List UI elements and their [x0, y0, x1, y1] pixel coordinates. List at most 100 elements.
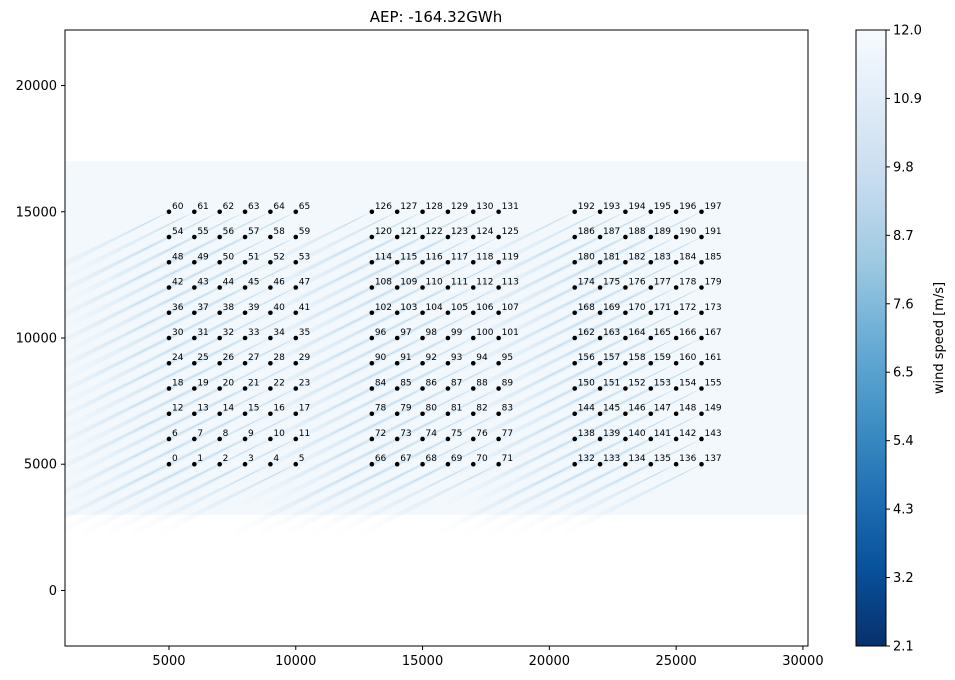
turbine-wake [333, 464, 474, 539]
turbine-label: 144 [578, 404, 595, 414]
turbine-marker [242, 436, 248, 442]
turbine-marker [242, 234, 248, 240]
turbine-label: 12 [172, 404, 183, 414]
turbine-label: 11 [299, 429, 310, 439]
turbine-marker [648, 310, 654, 316]
turbine-label: 33 [248, 328, 259, 338]
turbine-wake [510, 211, 651, 286]
turbine-label: 165 [654, 328, 671, 338]
turbine-label: 162 [578, 328, 595, 338]
turbine-marker [394, 335, 400, 341]
turbine-label: 125 [502, 227, 519, 237]
turbine-marker [394, 209, 400, 215]
turbine-wake [358, 211, 499, 286]
turbine-marker [268, 411, 273, 417]
turbine-label: 110 [426, 278, 443, 288]
turbine-marker [242, 411, 248, 417]
turbine-label: 32 [223, 328, 234, 338]
turbine-marker [470, 360, 476, 366]
turbine-label: 116 [426, 252, 443, 262]
turbine-marker [369, 386, 375, 391]
turbine-marker [369, 436, 375, 442]
turbine-marker [192, 234, 197, 240]
turbine-label: 108 [375, 278, 392, 288]
turbine-marker [572, 386, 578, 391]
turbine-marker [369, 310, 375, 316]
turbine-wake [434, 211, 575, 286]
x-tick-label: 15000 [402, 654, 443, 669]
turbine-marker [420, 310, 425, 316]
turbine-wake [536, 312, 677, 387]
turbine-label: 9 [248, 429, 254, 439]
turbine-label: 26 [223, 353, 235, 363]
turbine-wake [561, 287, 702, 362]
turbine-label: 120 [375, 227, 392, 237]
turbine-wake [257, 211, 398, 286]
turbine-wake [561, 338, 702, 412]
turbine-label: 178 [679, 278, 696, 288]
turbine-label: 127 [400, 202, 417, 212]
x-tick-label: 30000 [782, 654, 823, 669]
turbine-label: 35 [299, 328, 310, 338]
turbine-marker [217, 310, 222, 316]
turbine-marker [242, 310, 248, 316]
turbine-marker [496, 386, 501, 391]
turbine-label: 172 [679, 303, 696, 313]
turbine-marker [648, 234, 654, 240]
turbine-label: 43 [197, 278, 208, 288]
turbine-wake [333, 211, 474, 286]
turbine-label: 157 [603, 353, 620, 363]
turbine-marker [420, 234, 425, 240]
turbine-label: 89 [502, 378, 514, 388]
turbine-label: 155 [704, 378, 721, 388]
turbine-marker [394, 461, 400, 467]
turbine-wake [460, 363, 601, 438]
turbine-label: 179 [704, 278, 721, 288]
turbine-marker [597, 234, 603, 240]
turbine-marker [445, 411, 451, 417]
turbine-marker [445, 461, 451, 467]
turbine-label: 59 [299, 227, 311, 237]
turbine-label: 170 [628, 303, 645, 313]
x-tick-label: 20000 [529, 654, 570, 669]
turbine-label: 138 [578, 429, 595, 439]
turbine-marker [293, 285, 299, 290]
turbine-marker [597, 386, 603, 391]
turbine-label: 56 [223, 227, 235, 237]
turbine-label: 88 [476, 378, 488, 388]
colorbar-tick-label: 3.2 [893, 571, 914, 586]
turbine-marker [623, 335, 628, 341]
turbine-wake [333, 237, 474, 312]
turbine-label: 31 [197, 328, 208, 338]
turbine-label: 27 [248, 353, 259, 363]
turbine-wake [130, 413, 271, 488]
turbine-label: 196 [679, 202, 696, 212]
turbine-wake [561, 464, 702, 539]
turbine-wake [65, 464, 195, 533]
turbine-label: 118 [476, 252, 493, 262]
turbine-marker [394, 386, 400, 391]
turbine-label: 76 [476, 429, 488, 439]
turbine-label: 66 [375, 454, 387, 464]
turbine-label: 167 [704, 328, 721, 338]
turbine-label: 62 [223, 202, 234, 212]
turbine-marker [293, 259, 299, 265]
y-axis: 0 5000 10000 15000 20000 [16, 79, 65, 599]
turbine-label: 30 [172, 328, 184, 338]
turbine-label: 86 [426, 378, 438, 388]
turbine-wake [155, 237, 296, 312]
turbine-label: 192 [578, 202, 595, 212]
turbine-marker [293, 335, 299, 341]
colorbar: 2.1 3.2 4.3 5.4 6.5 7.6 8.7 9.8 10.9 12.0 wind sp… [855, 24, 947, 655]
turbine-marker [597, 259, 603, 265]
turbine-label: 145 [603, 404, 620, 414]
turbine-wake [536, 237, 677, 312]
turbine-marker [470, 411, 476, 417]
turbine-wake [130, 464, 271, 539]
turbine-label: 1 [197, 454, 203, 464]
turbine-wake [536, 388, 677, 463]
colorbar-label: wind speed [m/s] [932, 282, 947, 394]
turbine-label: 78 [375, 404, 387, 414]
turbine-label: 67 [400, 454, 411, 464]
